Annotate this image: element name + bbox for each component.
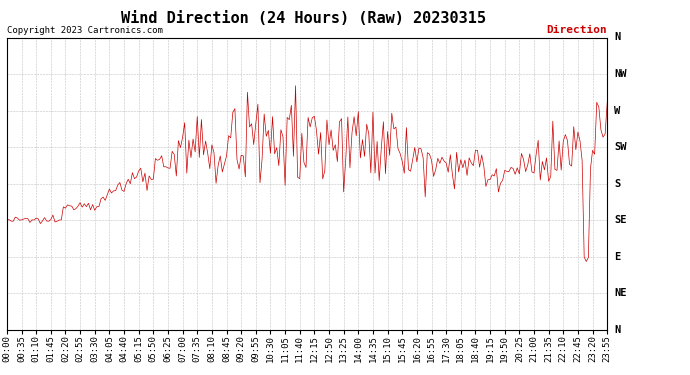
Text: E: E bbox=[614, 252, 620, 262]
Text: N: N bbox=[614, 325, 620, 335]
Text: N: N bbox=[614, 33, 620, 42]
Text: S: S bbox=[614, 179, 620, 189]
Text: Direction: Direction bbox=[546, 25, 607, 34]
Text: NW: NW bbox=[614, 69, 627, 79]
Text: SE: SE bbox=[614, 215, 627, 225]
Text: Copyright 2023 Cartronics.com: Copyright 2023 Cartronics.com bbox=[7, 26, 163, 34]
Text: NE: NE bbox=[614, 288, 627, 298]
Text: SW: SW bbox=[614, 142, 627, 152]
Text: W: W bbox=[614, 106, 620, 116]
Text: Wind Direction (24 Hours) (Raw) 20230315: Wind Direction (24 Hours) (Raw) 20230315 bbox=[121, 11, 486, 26]
